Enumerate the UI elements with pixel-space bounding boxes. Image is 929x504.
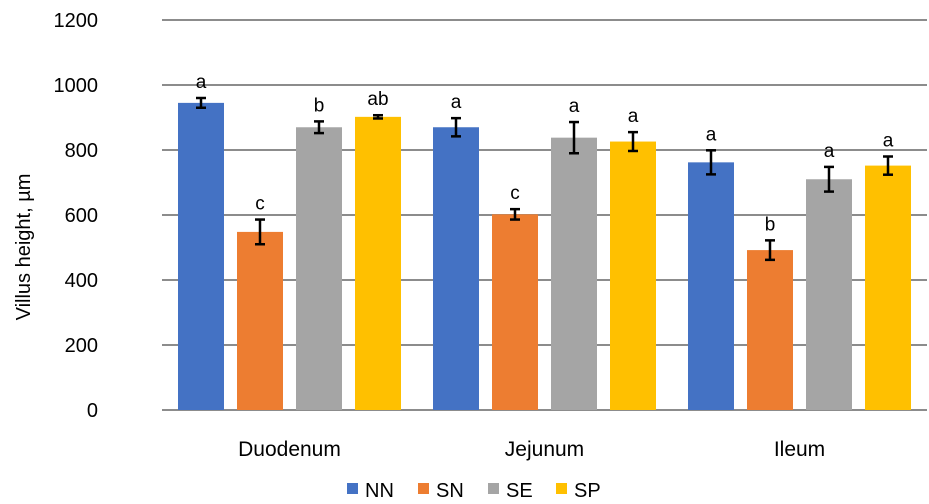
significance-label: ab [367,89,388,110]
error-bar [510,207,520,221]
y-axis-ticks: 0 200 400 600 800 1000 1200 [54,10,99,422]
x-axis-categories: Duodenum Jejunum Ileum [238,438,825,461]
significance-label: a [451,92,462,113]
significance-label: a [824,141,835,162]
y-tick-label: 400 [65,270,98,292]
legend-item-sn: SN [418,480,464,502]
y-tick-label: 0 [87,400,98,422]
legend-swatch [556,483,567,494]
bar-nn [178,102,224,410]
significance-label: c [255,194,265,215]
y-tick-label: 600 [65,205,98,227]
bar-nn [688,162,734,410]
legend-item-sp: SP [556,480,601,502]
error-bar [373,113,383,120]
bar-sp [355,116,401,410]
significance-label: a [628,106,639,127]
error-bar [765,239,775,262]
bar-sn [237,231,283,410]
bar-nn [433,127,479,410]
significance-label: a [569,96,580,117]
legend-label: SN [436,480,464,502]
error-bar [451,116,461,138]
significance-label: b [314,95,325,116]
bar-se [296,127,342,410]
x-category-label: Duodenum [238,438,341,461]
error-bar [706,149,716,176]
bar-sp [610,141,656,411]
gridlines [162,19,927,411]
bar-sn [492,214,538,410]
error-bar [255,218,265,246]
legend-label: SE [506,480,533,502]
legend-swatch [488,483,499,494]
bar-sn [747,250,793,410]
y-tick-label: 1200 [54,10,99,32]
significance-label: a [883,131,894,152]
legend-item-se: SE [488,480,533,502]
significance-label: b [765,214,776,235]
y-axis-label: Villus height, µm [13,174,35,321]
error-bar [196,96,206,109]
error-bar [824,165,834,193]
error-bar [314,120,324,135]
significance-label: a [706,124,717,145]
y-tick-label: 1000 [54,75,99,97]
legend-swatch [347,483,358,494]
legend-item-nn: NN [347,480,394,502]
legend-label: SP [574,480,601,502]
bar-sp [865,165,911,410]
significance-label: a [196,72,207,93]
y-tick-label: 200 [65,335,98,357]
y-tick-label: 800 [65,140,98,162]
legend: NN SN SE SP [347,480,601,502]
legend-swatch [418,483,429,494]
bar-se [806,179,852,410]
error-bar [883,155,893,176]
error-bar [628,130,638,153]
significance-label: c [510,183,520,204]
legend-label: NN [365,480,394,502]
x-category-label: Jejunum [505,438,584,461]
x-category-label: Ileum [774,438,825,461]
error-bar [569,120,579,155]
bar-se [551,137,597,410]
